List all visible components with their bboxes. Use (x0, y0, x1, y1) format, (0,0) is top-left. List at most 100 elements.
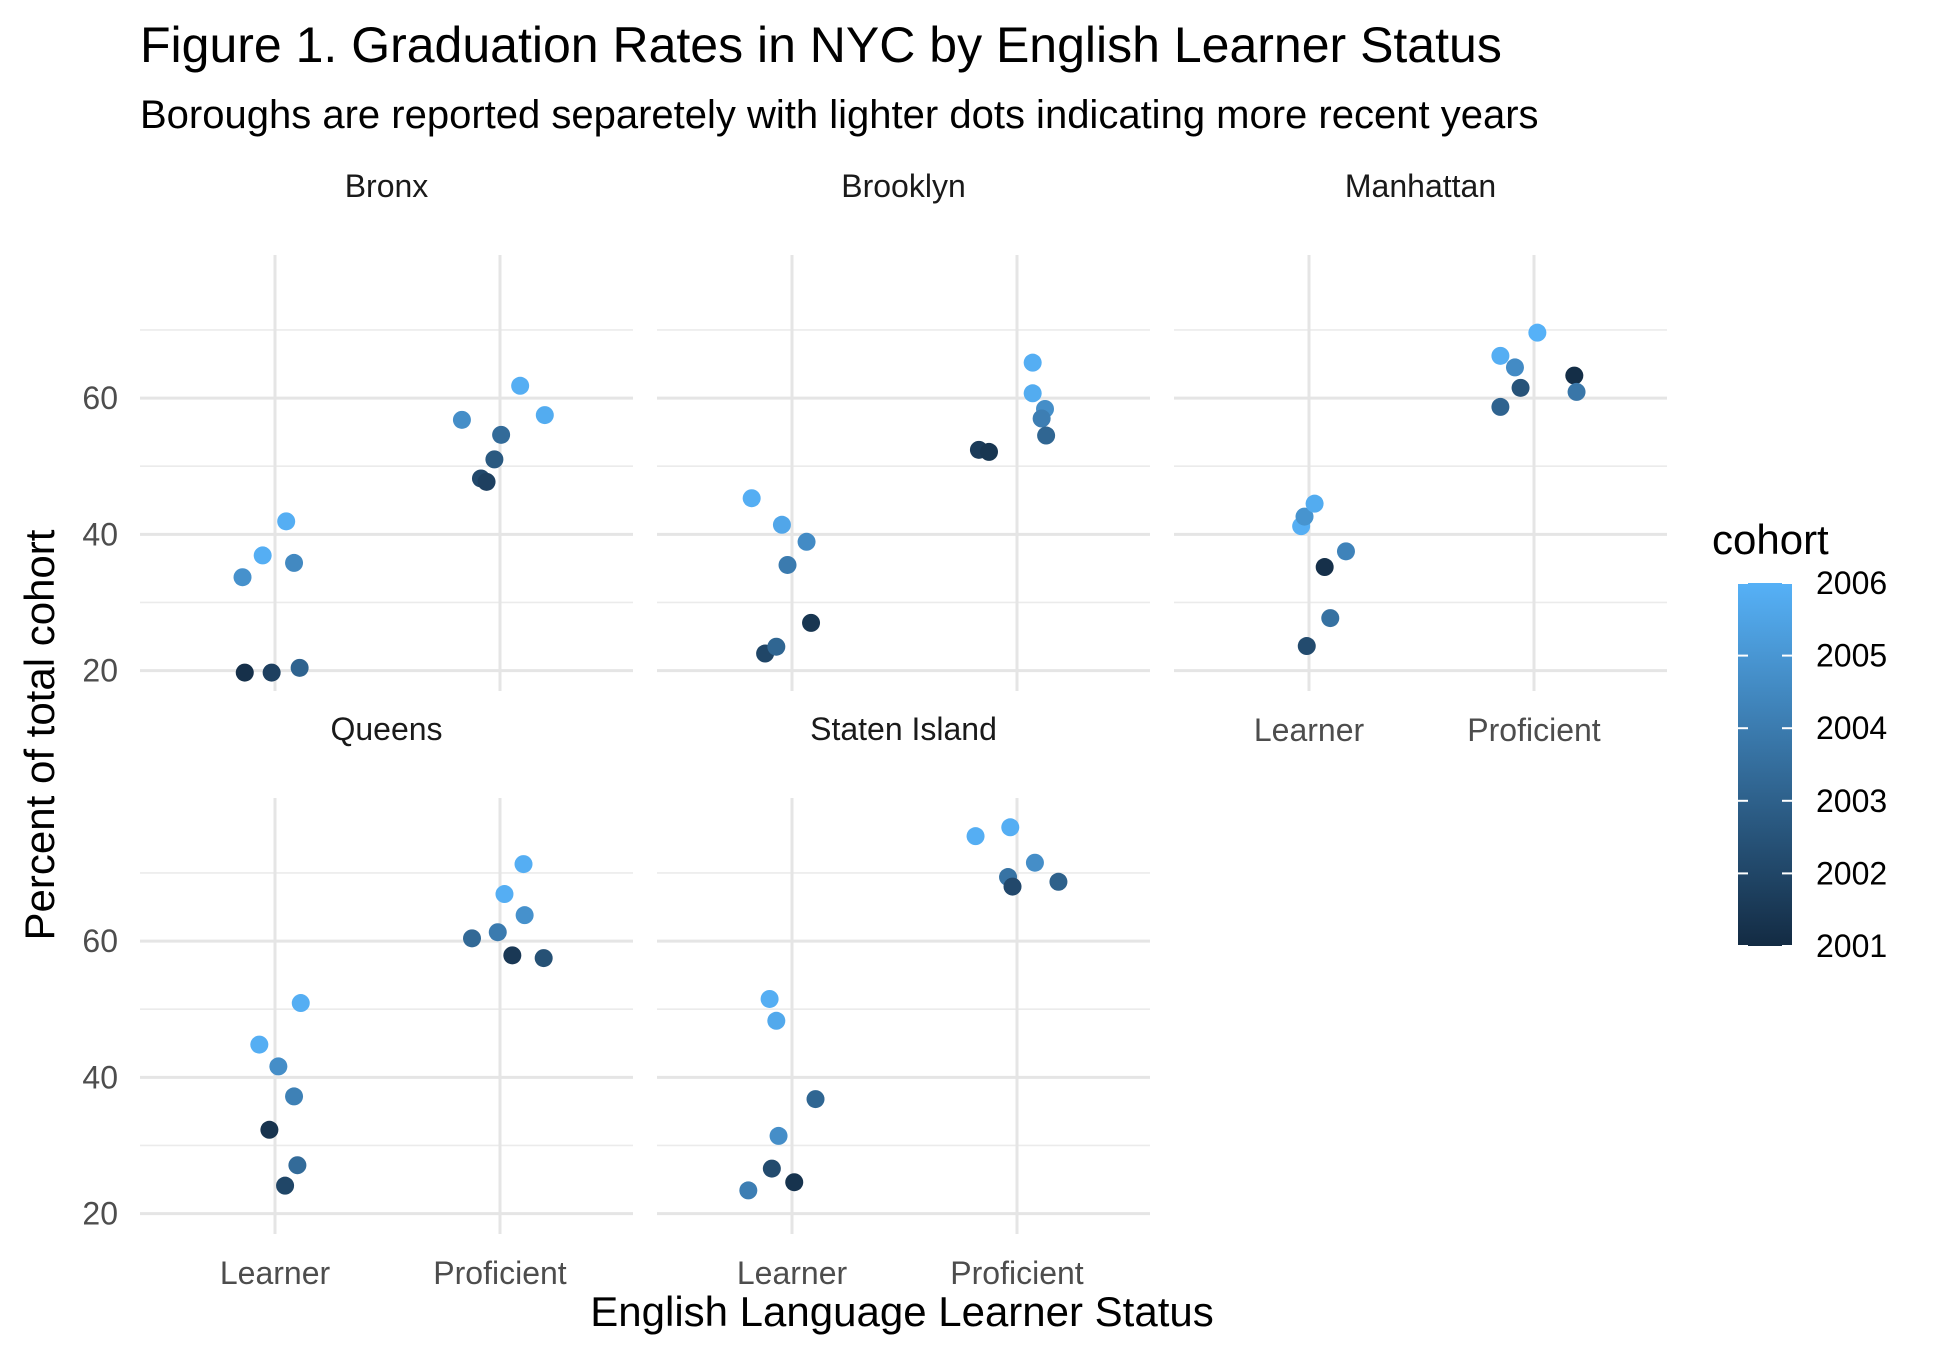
strip-label-brooklyn: Brooklyn (841, 168, 966, 204)
legend-tick-label: 2004 (1816, 710, 1887, 746)
axis-ticks: 20 40 60 Learner Proficient 20 40 60 Learner Prof… (82, 380, 1600, 1291)
panel-manhattan: Manhattan (1174, 168, 1667, 691)
data-point (477, 472, 496, 491)
data-point (277, 512, 296, 531)
strip-label-queens: Queens (330, 711, 442, 747)
panel-queens: Queens (140, 711, 633, 1234)
data-point (1528, 323, 1547, 342)
data-point (233, 568, 252, 587)
data-point (285, 1087, 304, 1106)
data-point (767, 1011, 786, 1030)
data-point (760, 989, 779, 1008)
data-point (1321, 609, 1340, 628)
data-point (291, 994, 310, 1013)
data-point (1003, 877, 1022, 896)
data-point (1565, 366, 1584, 385)
data-point (235, 663, 254, 682)
data-point (1025, 853, 1044, 872)
data-point (1023, 384, 1042, 403)
data-point (1567, 382, 1586, 401)
y-tick-label: 40 (82, 516, 118, 552)
legend-tick-label: 2001 (1816, 928, 1887, 964)
data-point (1315, 558, 1334, 577)
strip-label-bronx: Bronx (345, 168, 429, 204)
data-point (511, 376, 530, 395)
data-point (276, 1176, 295, 1195)
data-point (492, 425, 511, 444)
y-tick-label: 60 (82, 380, 118, 416)
data-point (1297, 637, 1316, 656)
data-point (742, 489, 761, 508)
data-point (485, 450, 504, 469)
legend-title: cohort (1712, 516, 1829, 563)
data-point (269, 1057, 288, 1076)
panel-bronx: Bronx (140, 168, 633, 691)
legend-tick-label: 2003 (1816, 783, 1887, 819)
data-point (452, 410, 471, 429)
data-point (1023, 353, 1042, 372)
data-point (1491, 346, 1510, 365)
legend: cohort 2001 2002 2003 2004 2005 2006 (1712, 516, 1887, 964)
legend-tick-label: 2002 (1816, 855, 1887, 891)
y-tick-label: 60 (82, 923, 118, 959)
x-tick-label: Learner (220, 1255, 331, 1291)
data-point (488, 923, 507, 942)
data-point (1491, 397, 1510, 416)
data-point (806, 1090, 825, 1109)
data-point (288, 1156, 307, 1175)
panel-staten-island: Staten Island (657, 711, 1150, 1234)
legend-ticks: 2001 2002 2003 2004 2005 2006 (1738, 565, 1887, 964)
y-tick-label: 40 (82, 1059, 118, 1095)
data-point (1049, 872, 1068, 891)
data-point (785, 1173, 804, 1192)
data-point (1505, 358, 1524, 377)
data-point (1305, 494, 1324, 513)
data-point (285, 553, 304, 572)
data-point (495, 885, 514, 904)
chart-title: Figure 1. Graduation Rates in NYC by Eng… (140, 17, 1502, 73)
facet-panels: Bronx Brooklyn Manhattan Queens Staten Islan… (140, 168, 1667, 1234)
data-point (253, 546, 272, 565)
data-point (966, 827, 985, 846)
strip-label-staten-island: Staten Island (810, 711, 997, 747)
legend-tick-label: 2005 (1816, 638, 1887, 674)
data-point (1032, 409, 1051, 428)
x-tick-label: Learner (1254, 712, 1365, 748)
data-point (260, 1120, 279, 1139)
data-point (1336, 542, 1355, 561)
data-point (762, 1159, 781, 1178)
y-axis-title: Percent of total cohort (16, 529, 63, 940)
data-point (250, 1035, 269, 1054)
y-tick-label: 20 (82, 653, 118, 689)
data-point (980, 442, 998, 461)
data-point (262, 663, 281, 682)
data-point (797, 532, 816, 551)
data-point (1037, 426, 1056, 445)
data-point (535, 406, 554, 425)
legend-tick-label: 2006 (1816, 565, 1887, 601)
data-point (290, 658, 309, 677)
legend-colorbar (1738, 583, 1792, 946)
data-point (739, 1181, 758, 1200)
data-point (503, 946, 522, 965)
x-tick-label: Proficient (1467, 712, 1601, 748)
x-tick-label: Proficient (433, 1255, 567, 1291)
data-point (515, 906, 534, 925)
data-point (534, 949, 553, 968)
chart-subtitle: Boroughs are reported separetely with li… (140, 93, 1539, 137)
data-point (514, 855, 533, 874)
panel-brooklyn: Brooklyn (657, 168, 1150, 691)
data-point (802, 613, 821, 632)
data-point (772, 515, 791, 534)
data-point (778, 555, 797, 574)
data-point (1511, 378, 1530, 397)
strip-label-manhattan: Manhattan (1345, 168, 1496, 204)
x-tick-label: Learner (737, 1255, 848, 1291)
data-point (767, 637, 786, 656)
x-axis-title: English Language Learner Status (590, 1288, 1213, 1335)
data-point (1001, 818, 1020, 837)
data-point (769, 1126, 788, 1145)
data-point (1295, 507, 1314, 526)
x-tick-label: Proficient (950, 1255, 1084, 1291)
y-tick-label: 20 (82, 1196, 118, 1232)
